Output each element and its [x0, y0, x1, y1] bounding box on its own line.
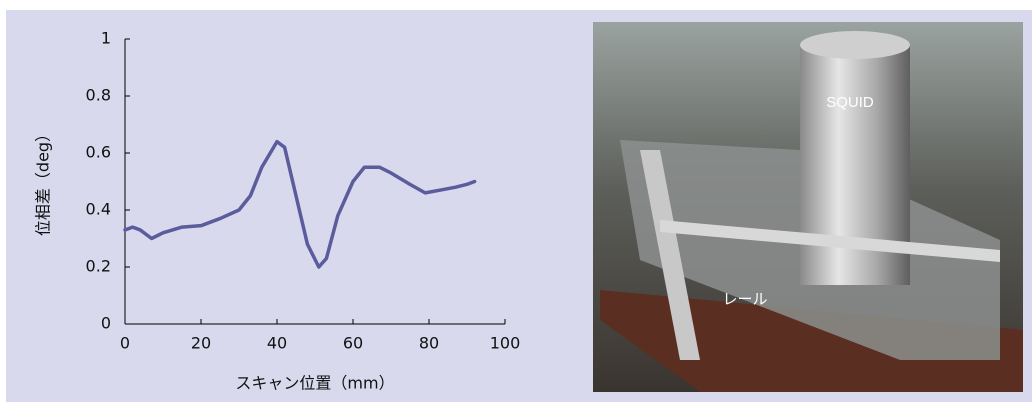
page: スキャン位置（mm） 位相差（deg） 0 0.2 0.4 0.6 0.8 1 0 20 40 6…: [0, 0, 1036, 404]
y-tick-label: 0.2: [86, 257, 111, 276]
y-axis-label: 位相差（deg）: [34, 126, 53, 236]
x-tick-label: 60: [343, 334, 363, 353]
x-tick-label: 100: [490, 334, 521, 353]
photo: SQUID レール: [593, 22, 1023, 392]
x-tick-label: 80: [419, 334, 439, 353]
y-tick-label: 1: [101, 29, 111, 48]
y-tick-label: 0: [101, 314, 111, 333]
x-tick-label: 0: [120, 334, 130, 353]
y-tick-label: 0.6: [86, 143, 111, 162]
photo-label: SQUID: [826, 94, 874, 111]
x-tick-label: 20: [191, 334, 211, 353]
photo-label: レール: [722, 291, 767, 308]
x-axis-label: スキャン位置（mm）: [235, 374, 394, 393]
cylinder-top: [800, 31, 910, 59]
x-tick-label: 40: [267, 334, 287, 353]
y-tick-label: 0.8: [86, 86, 111, 105]
y-tick-label: 0.4: [86, 200, 111, 219]
